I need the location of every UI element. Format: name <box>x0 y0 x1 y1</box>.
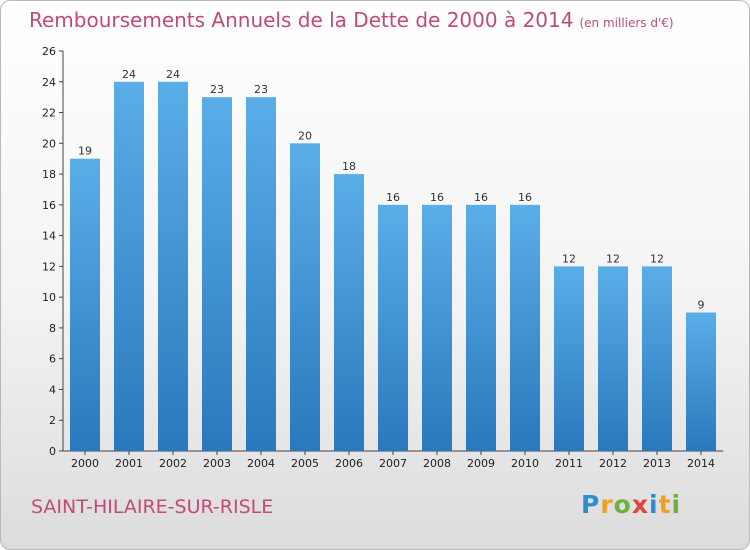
bar-value-label: 23 <box>254 83 268 96</box>
bar-value-label: 16 <box>386 191 400 204</box>
x-tick-label: 2003 <box>203 457 231 470</box>
bar <box>378 204 408 451</box>
bar-value-label: 9 <box>698 299 705 312</box>
chart-title: Remboursements Annuels de la Dette de 20… <box>29 8 674 32</box>
bar <box>70 158 100 451</box>
bar <box>114 81 144 452</box>
y-tick-label: 8 <box>49 322 56 335</box>
bar-value-label: 16 <box>518 191 532 204</box>
bar <box>686 312 716 451</box>
logo-letter: P <box>581 490 601 519</box>
x-tick-label: 2007 <box>379 457 407 470</box>
logo-letter: x <box>631 490 649 519</box>
x-tick-label: 2011 <box>555 457 583 470</box>
bar <box>290 143 320 452</box>
y-tick-label: 26 <box>42 45 56 58</box>
bar <box>554 266 584 451</box>
y-tick-label: 10 <box>42 291 56 304</box>
x-tick-label: 2014 <box>687 457 715 470</box>
bar-value-label: 18 <box>342 160 356 173</box>
bar-value-label: 24 <box>166 68 180 81</box>
x-tick-label: 2005 <box>291 457 319 470</box>
x-tick-label: 2006 <box>335 457 363 470</box>
x-tick-label: 2008 <box>423 457 451 470</box>
proxiti-logo: Proxiti <box>581 490 681 519</box>
bar <box>422 204 452 451</box>
bar-value-label: 24 <box>122 68 136 81</box>
x-tick-label: 2001 <box>115 457 143 470</box>
bar-value-label: 20 <box>298 129 312 142</box>
bar-value-label: 23 <box>210 83 224 96</box>
y-tick-label: 0 <box>49 445 56 458</box>
y-tick-label: 14 <box>42 230 56 243</box>
bar-value-label: 12 <box>606 252 620 265</box>
y-tick-label: 18 <box>42 168 56 181</box>
bar <box>202 97 232 452</box>
bar <box>466 204 496 451</box>
chart-title-text: Remboursements Annuels de la Dette de 20… <box>29 8 574 32</box>
bar-value-label: 16 <box>474 191 488 204</box>
y-tick-label: 16 <box>42 199 56 212</box>
y-tick-label: 22 <box>42 107 56 120</box>
y-tick-label: 4 <box>49 383 56 396</box>
y-tick-label: 6 <box>49 353 56 366</box>
x-tick-label: 2004 <box>247 457 275 470</box>
bar <box>158 81 188 452</box>
x-tick-label: 2000 <box>71 457 99 470</box>
bar-value-label: 19 <box>78 145 92 158</box>
bar <box>642 266 672 451</box>
bar <box>598 266 628 451</box>
x-tick-label: 2013 <box>643 457 671 470</box>
bar <box>246 97 276 452</box>
bar-value-label: 12 <box>562 252 576 265</box>
y-tick-label: 12 <box>42 260 56 273</box>
chart-unit: (en milliers d'€) <box>579 16 674 30</box>
bar-value-label: 12 <box>650 252 664 265</box>
logo-letter: i <box>671 490 682 519</box>
x-tick-label: 2012 <box>599 457 627 470</box>
logo-letter: i <box>649 490 659 519</box>
x-tick-label: 2010 <box>511 457 539 470</box>
y-tick-label: 20 <box>42 137 56 150</box>
x-tick-label: 2002 <box>159 457 187 470</box>
y-tick-label: 2 <box>49 414 56 427</box>
logo-letter: r <box>600 490 614 519</box>
x-tick-label: 2009 <box>467 457 495 470</box>
bar-value-label: 16 <box>430 191 444 204</box>
logo-letter: o <box>613 490 632 519</box>
commune-name: SAINT-HILAIRE-SUR-RISLE <box>31 496 274 518</box>
bar <box>510 204 540 451</box>
y-tick-label: 24 <box>42 76 56 89</box>
bar <box>334 174 364 452</box>
logo-letter: t <box>658 490 672 519</box>
